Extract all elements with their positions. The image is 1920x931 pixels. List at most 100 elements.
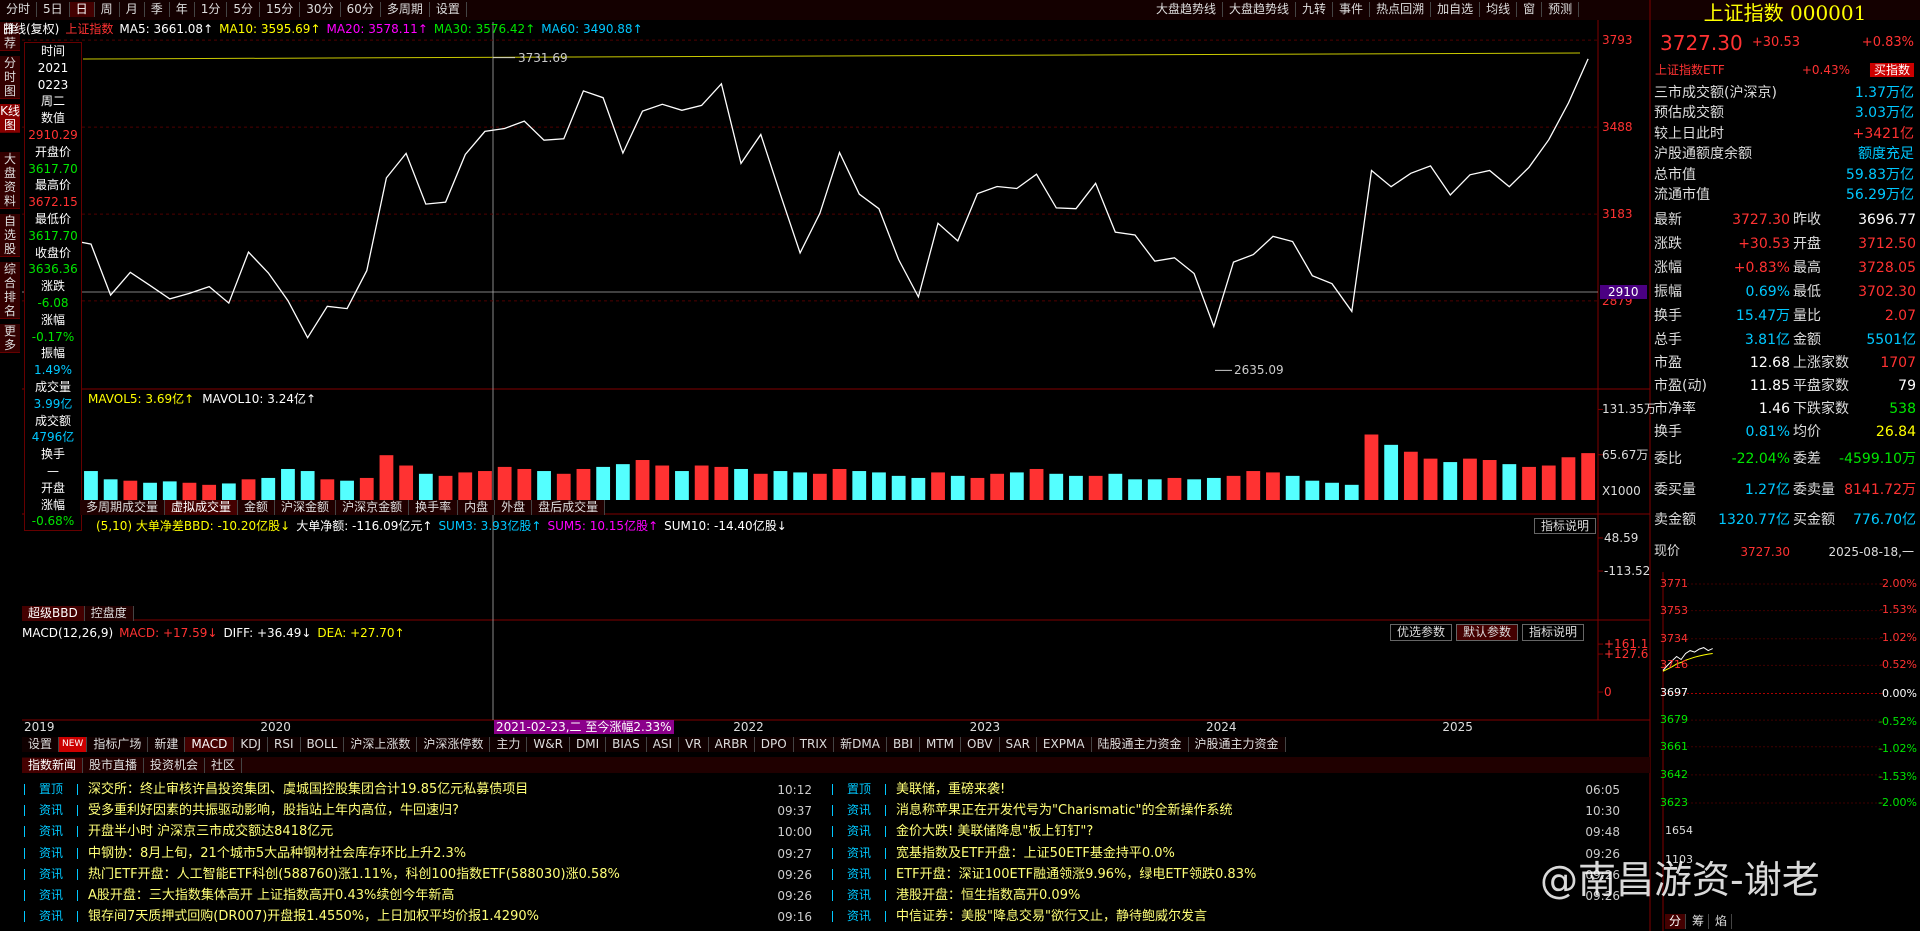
side-tab[interactable]: 综合排名 [0, 262, 20, 319]
indicator-tab[interactable]: KDJ [234, 737, 269, 752]
indicator-tab[interactable]: 沪股通主力资金 [1189, 737, 1286, 752]
indicator-tab[interactable]: VR [679, 737, 709, 752]
indicator-tab[interactable]: ASI [647, 737, 680, 752]
tool-button[interactable]: 九转 [1296, 2, 1334, 17]
volume-tab[interactable]: 盘后成交量 [532, 500, 606, 515]
side-tab[interactable]: 分时图 [0, 56, 20, 99]
news-title[interactable]: 消息称苹果正在开发代号为"Charismatic"的全新操作系统 [896, 803, 1233, 819]
macd-button[interactable]: 默认参数 [1456, 624, 1519, 641]
ma-label: MA20: 3578.11↑ [326, 22, 428, 36]
period-tab[interactable]: 1分 [195, 2, 228, 17]
news-title[interactable]: A股开盘：三大指数集体高开 上证指数高开0.43%续创今年新高 [88, 888, 455, 903]
volume-tab[interactable]: 换手率 [409, 500, 459, 515]
volume-tab[interactable]: 虚拟成交量 [165, 500, 239, 515]
tool-button[interactable]: 热点回溯 [1370, 2, 1432, 17]
indicator-tab[interactable]: DPO [755, 737, 794, 752]
intraday-tab[interactable]: 分 [1665, 914, 1687, 929]
period-tab[interactable]: 15分 [260, 2, 301, 17]
indicator-tab[interactable]: MTM [920, 737, 961, 752]
side-tab[interactable]: 更多 [0, 324, 20, 353]
volume-tab[interactable]: 外盘 [495, 500, 533, 515]
indicator-tab[interactable]: 主力 [490, 737, 528, 752]
indicator-tab[interactable]: 设置 [22, 737, 60, 752]
news-tab[interactable]: 投资机会 [144, 758, 206, 773]
news-tab[interactable]: 社区 [205, 758, 243, 773]
period-tab[interactable]: 周 [95, 2, 120, 17]
period-tab[interactable]: 多周期 [381, 2, 430, 17]
news-title[interactable]: 中钢协：8月上旬，21个城市5大品种钢材社会库存环比上升2.3% [88, 845, 467, 861]
news-title[interactable]: 金价大跌! 美联储降息"板上钉钉"? [896, 824, 1094, 840]
period-tab[interactable]: 季 [145, 2, 170, 17]
tool-button[interactable]: 预测 [1542, 2, 1580, 17]
indicator-tab[interactable]: EXPMA [1037, 737, 1092, 752]
period-tab[interactable]: 5分 [227, 2, 261, 17]
indicator-tab[interactable]: DMI [570, 737, 607, 752]
news-title[interactable]: 港股开盘：恒生指数高开0.09% [896, 888, 1081, 903]
indicator-tab[interactable]: RSI [268, 737, 301, 752]
news-title[interactable]: 美联储，重磅来袭! [896, 782, 1006, 797]
volume-tab[interactable]: 沪深京金额 [336, 500, 410, 515]
side-tab[interactable]: 大盘资料 [0, 152, 20, 209]
macd-button[interactable]: 优选参数 [1390, 624, 1453, 641]
bbd-tab[interactable]: 超级BBD [22, 606, 85, 621]
volume-tab[interactable]: 多周期成交量 [80, 500, 166, 515]
news-tab[interactable]: 股市直播 [83, 758, 145, 773]
macd-button[interactable]: 指标说明 [1522, 624, 1585, 641]
indicator-tab[interactable]: 沪深涨停数 [417, 737, 491, 752]
indicator-tab[interactable]: MACD [185, 737, 235, 752]
period-tab[interactable]: 日 [69, 2, 95, 17]
indicator-tab[interactable]: BOLL [301, 737, 345, 752]
news-tab[interactable]: 指数新闻 [22, 758, 84, 773]
indicator-tab[interactable]: 新DMA [834, 737, 887, 752]
tool-button[interactable]: 大盘趋势线 [1150, 2, 1224, 17]
indicator-tab[interactable]: NEW [59, 737, 88, 752]
news-title[interactable]: 深交所：终止审核许昌投资集团、虞城国控股集团合计19.85亿元私募债项目 [88, 782, 529, 797]
bbd-help[interactable]: 指标说明 [1534, 518, 1597, 534]
volume-tab[interactable]: 沪深金额 [275, 500, 337, 515]
volume-tab[interactable]: 金额 [238, 500, 276, 515]
tool-button[interactable]: 窗 [1517, 2, 1543, 17]
news-title[interactable]: 银存间7天质押式回购(DR007)开盘报1.4550%，上日加权平均价报1.42… [88, 909, 539, 925]
tool-button[interactable]: 均线 [1480, 2, 1518, 17]
indicator-tab[interactable]: 沪深上涨数 [344, 737, 418, 752]
side-tab[interactable]: K线图 [0, 104, 20, 133]
intraday-tab[interactable]: 筹 [1688, 914, 1710, 929]
indicator-tab[interactable]: 陆股通主力资金 [1092, 737, 1189, 752]
indicator-tab[interactable]: BIAS [606, 737, 647, 752]
bbd-tab[interactable]: 控盘度 [85, 606, 134, 621]
side-tab[interactable]: 推荐 [0, 22, 20, 51]
news-title[interactable]: 开盘半小时 沪深京三市成交额达8418亿元 [88, 824, 334, 840]
indicator-tab[interactable]: W&R [527, 737, 570, 752]
intraday-tab[interactable]: 焰 [1711, 914, 1733, 929]
indicator-tab[interactable]: OBV [961, 737, 1000, 752]
news-title[interactable]: 热门ETF开盘：人工智能ETF科创(588760)涨1.11%，科创100指数E… [88, 866, 620, 882]
news-title[interactable]: 宽基指数及ETF开盘：上证50ETF基金持平0.0% [896, 845, 1175, 861]
period-tab[interactable]: 60分 [341, 2, 381, 17]
volume-bar [241, 479, 256, 500]
period-tab[interactable]: 月 [120, 2, 145, 17]
etf-button[interactable]: 买指数 [1869, 63, 1914, 77]
tool-button[interactable]: 事件 [1333, 2, 1371, 17]
period-tab[interactable]: 设置 [430, 2, 467, 17]
period-tab[interactable]: 年 [170, 2, 195, 17]
period-tab[interactable]: 分时 [0, 2, 38, 17]
side-tab[interactable]: 自选股 [0, 214, 20, 257]
indicator-tab[interactable]: 指标广场 [87, 737, 149, 752]
indicator-tab[interactable]: BBI [887, 737, 920, 752]
volume-bar [852, 471, 867, 500]
period-tab[interactable]: 5日 [37, 2, 70, 17]
indicator-tab[interactable]: TRIX [794, 737, 835, 752]
volume-bar [1206, 477, 1221, 500]
y-tick-label: 131.35万 [1602, 402, 1656, 417]
volume-tab[interactable]: 内盘 [458, 500, 496, 515]
tool-button[interactable]: 加自选 [1431, 2, 1481, 17]
news-title[interactable]: ETF开盘：深证100ETF融通领涨9.96%，绿电ETF领跌0.83% [896, 866, 1257, 882]
volume-bar [1009, 472, 1024, 500]
period-tab[interactable]: 30分 [300, 2, 341, 17]
tool-button[interactable]: 大盘趋势线 [1223, 2, 1297, 17]
indicator-tab[interactable]: 新建 [148, 737, 186, 752]
indicator-tab[interactable]: SAR [1000, 737, 1037, 752]
news-title[interactable]: 受多重利好因素的共振驱动影响，股指站上年内高位，牛回速归? [88, 803, 459, 819]
indicator-tab[interactable]: ARBR [709, 737, 755, 752]
news-title[interactable]: 中信证券：美股"降息交易"欲行又止，静待鲍威尔发言 [896, 909, 1207, 925]
